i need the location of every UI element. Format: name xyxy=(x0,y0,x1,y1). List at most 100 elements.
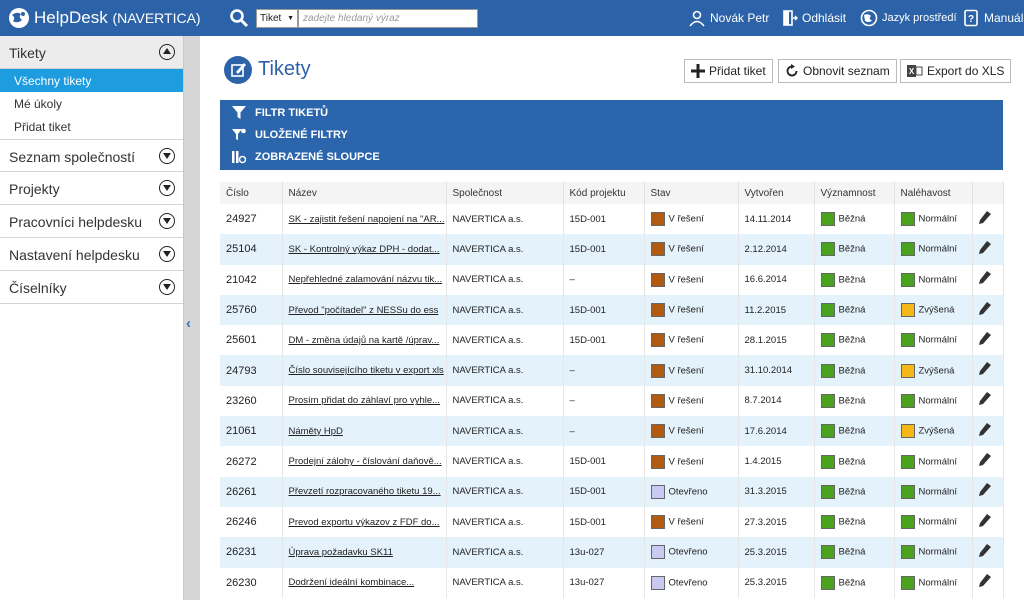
sidebar-section-settings[interactable]: Nastavení helpdesku xyxy=(0,238,183,271)
table-row[interactable]: 26230 Dodržení ideální kombinace... NAVERT… xyxy=(220,567,1004,598)
pencil-icon[interactable] xyxy=(978,453,991,467)
table-row[interactable]: 25601 DM - změna údajů na kartě /úprav...… xyxy=(220,325,1004,356)
app-title[interactable]: HelpDesk (NAVERTICA) xyxy=(34,8,201,28)
tickets-table: Číslo Název Společnost Kód projektu Stav… xyxy=(220,182,1004,598)
pencil-icon[interactable] xyxy=(978,271,991,285)
col-header-state[interactable]: Stav xyxy=(644,182,739,204)
chevron-down-icon[interactable] xyxy=(159,279,175,295)
ticket-name-link[interactable]: Převzetí rozpracovaného tiketu 19... xyxy=(282,476,447,507)
ticket-name-link[interactable]: Dodržení ideální kombinace... xyxy=(282,567,447,598)
ticket-state: V řešení xyxy=(644,264,739,295)
sidebar-item-add-ticket[interactable]: Přidat tiket xyxy=(14,120,71,134)
ticket-name-link[interactable]: Prodejní zálohy - číslování daňově... xyxy=(282,446,447,477)
col-header-created[interactable]: Vytvořen xyxy=(738,182,815,204)
search-icon[interactable] xyxy=(229,8,249,28)
ticket-name-link[interactable]: Číslo souvisejícího tiketu v export xls xyxy=(282,355,447,386)
logout-link[interactable]: Odhlásit xyxy=(782,0,846,36)
ticket-company: NAVERTICA a.s. xyxy=(446,506,564,538)
sidebar-section-tickets[interactable]: Tikety xyxy=(0,36,183,69)
chevron-down-icon[interactable] xyxy=(159,180,175,196)
color-swatch xyxy=(900,424,915,439)
user-name: Novák Petr xyxy=(710,11,770,25)
color-swatch xyxy=(820,212,835,227)
pencil-icon[interactable] xyxy=(978,210,991,225)
ticket-name-link[interactable]: Prosím přidat do záhlaví pro vyhle... xyxy=(282,385,447,417)
pencil-icon[interactable] xyxy=(978,362,991,376)
table-row[interactable]: 21042 Nepřehledné zalamování názvu tik...… xyxy=(220,264,1004,295)
pencil-icon[interactable] xyxy=(978,422,991,437)
add-ticket-button[interactable]: Přidat tiket xyxy=(684,59,773,83)
table-row[interactable]: 25104 SK - Kontrolný výkaz DPH - dodat...… xyxy=(220,234,1004,265)
table-row[interactable]: 26246 Prevod exportu výkazov z FDF do... N… xyxy=(220,506,1004,538)
filter-tickets-toggle[interactable]: FILTR TIKETŮ xyxy=(232,106,328,120)
search-type-select[interactable]: Tiket ▼ xyxy=(256,9,298,28)
ticket-importance-label: Běžná xyxy=(838,243,866,255)
col-header-urgency[interactable]: Naléhavost xyxy=(894,182,973,204)
ticket-number: 26272 xyxy=(220,446,283,477)
chevron-down-icon[interactable] xyxy=(159,148,175,164)
ticket-company: NAVERTICA a.s. xyxy=(446,204,564,235)
refresh-list-button[interactable]: Obnovit seznam xyxy=(778,59,897,83)
saved-filters-toggle[interactable]: ULOŽENÉ FILTRY xyxy=(232,128,348,142)
sidebar-section-codebooks[interactable]: Číselníky xyxy=(0,271,183,304)
table-row[interactable]: 26272 Prodejní zálohy - číslování daňově.… xyxy=(220,446,1004,477)
color-swatch xyxy=(900,545,915,560)
sidebar-section-workers[interactable]: Pracovníci helpdesku xyxy=(0,205,183,238)
col-header-project-code[interactable]: Kód projektu xyxy=(563,182,645,204)
sidebar-item-all-tickets[interactable]: Všechny tikety xyxy=(0,69,183,92)
ticket-name-link[interactable]: Nepřehledné zalamování názvu tik... xyxy=(282,264,447,295)
col-header-name[interactable]: Název xyxy=(282,182,447,204)
ticket-number: 25104 xyxy=(220,234,283,265)
top-bar: HelpDesk (NAVERTICA) Tiket ▼ Novák Petr O… xyxy=(0,0,1024,36)
chevron-left-icon[interactable]: ‹ xyxy=(186,315,191,332)
pencil-icon[interactable] xyxy=(978,574,991,588)
col-header-importance[interactable]: Významnost xyxy=(814,182,895,204)
manual-link[interactable]: ? Manuál xyxy=(962,0,1023,36)
pencil-icon[interactable] xyxy=(978,543,991,558)
color-swatch xyxy=(650,242,665,257)
ticket-urgency: Normální xyxy=(894,506,973,538)
ticket-name-link[interactable]: DM - změna údajů na kartě /úprav... xyxy=(282,325,447,356)
ticket-name-link[interactable]: Prevod exportu výkazov z FDF do... xyxy=(282,506,447,538)
table-row[interactable]: 25760 Převod "počítadel" z NESSu do ess NA… xyxy=(220,294,1004,326)
ticket-state: Otevřeno xyxy=(644,567,739,598)
sidebar-section-projects[interactable]: Projekty xyxy=(0,172,183,205)
visible-columns-toggle[interactable]: ZOBRAZENÉ SLOUPCE xyxy=(232,150,380,164)
language-link[interactable]: Jazyk prostředí xyxy=(860,0,957,36)
pencil-icon[interactable] xyxy=(978,240,991,255)
pencil-icon[interactable] xyxy=(978,392,991,406)
table-row[interactable]: 24793 Číslo souvisejícího tiketu v export… xyxy=(220,355,1004,386)
chevron-down-icon[interactable] xyxy=(159,213,175,229)
pencil-icon[interactable] xyxy=(978,483,991,497)
ticket-name-link[interactable]: Náměty HpD xyxy=(282,416,447,447)
table-row[interactable]: 26261 Převzetí rozpracovaného tiketu 19..… xyxy=(220,476,1004,507)
chevron-down-icon[interactable] xyxy=(159,246,175,262)
ticket-importance: Běžná xyxy=(814,355,895,386)
ticket-number: 26230 xyxy=(220,567,283,598)
ticket-name-link[interactable]: Úprava požadavku SK11 xyxy=(282,537,447,568)
pencil-icon[interactable] xyxy=(978,513,991,528)
chevron-up-icon[interactable] xyxy=(159,44,175,60)
table-row[interactable]: 24927 SK - zajistit řešení napojení na "A… xyxy=(220,204,1004,235)
ticket-name-link[interactable]: Převod "počítadel" z NESSu do ess xyxy=(282,294,447,326)
ticket-name-link[interactable]: SK - zajistit řešení napojení na "AR... xyxy=(282,204,447,235)
col-header-company[interactable]: Společnost xyxy=(446,182,564,204)
color-swatch xyxy=(820,242,835,257)
sidebar-section-companies[interactable]: Seznam společností xyxy=(0,139,183,172)
edit-cell xyxy=(972,234,1004,265)
user-icon xyxy=(689,10,705,27)
color-swatch xyxy=(900,212,915,227)
export-xls-button[interactable]: X Export do XLS xyxy=(900,59,1012,83)
pencil-icon[interactable] xyxy=(978,301,991,316)
table-row[interactable]: 21061 Náměty HpD NAVERTICA a.s. – V řešení 17… xyxy=(220,416,1004,447)
sidebar-item-my-tasks[interactable]: Mé úkoly xyxy=(14,97,63,111)
edit-cell xyxy=(972,416,1004,447)
table-row[interactable]: 23260 Prosím přidat do záhlaví pro vyhle.… xyxy=(220,385,1004,417)
ticket-name-link[interactable]: SK - Kontrolný výkaz DPH - dodat... xyxy=(282,234,447,265)
user-menu[interactable]: Novák Petr xyxy=(688,0,769,36)
search-input[interactable] xyxy=(298,9,478,28)
table-row[interactable]: 26231 Úprava požadavku SK11 NAVERTICA a.s.… xyxy=(220,537,1004,568)
col-header-number[interactable]: Číslo xyxy=(220,182,283,204)
sidebar-collapse-strip[interactable] xyxy=(184,36,200,600)
pencil-icon[interactable] xyxy=(978,331,991,346)
